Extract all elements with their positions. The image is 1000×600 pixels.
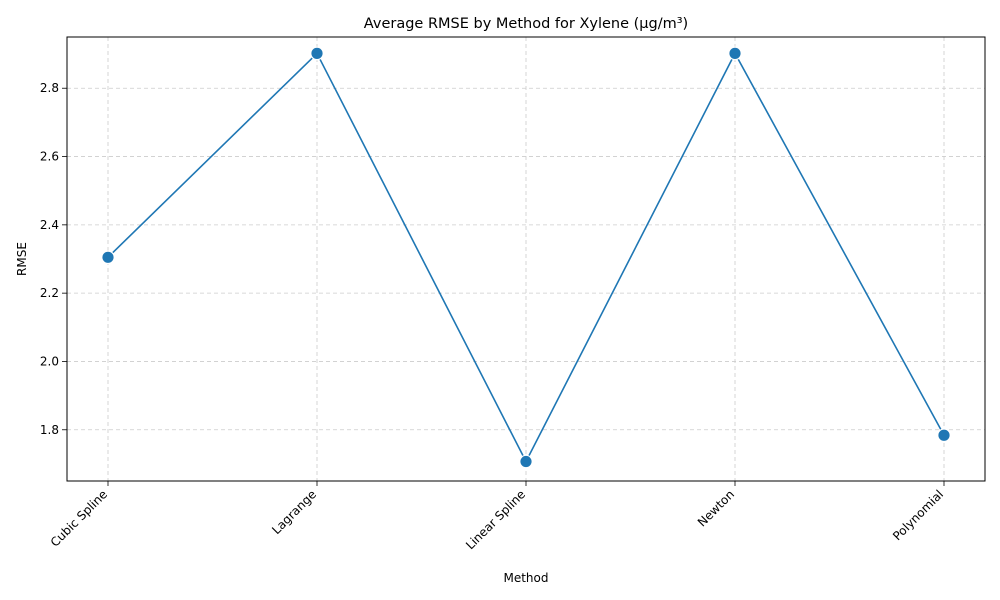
- data-point: [310, 46, 324, 61]
- x-tick-label: Newton: [695, 487, 737, 529]
- x-tick-label: Polynomial: [890, 487, 946, 543]
- chart-title: Average RMSE by Method for Xylene (μg/m³…: [364, 16, 688, 32]
- y-tick-label: 2.8: [40, 81, 59, 95]
- x-axis-title: Method: [503, 571, 548, 585]
- x-tick-label: Lagrange: [269, 487, 319, 537]
- data-point: [937, 428, 951, 443]
- series-layer: [101, 46, 951, 469]
- y-tick-label: 2.0: [40, 354, 59, 368]
- grid-layer: [67, 37, 985, 481]
- y-tick-label: 2.2: [40, 286, 59, 300]
- y-tick-label: 1.8: [40, 423, 59, 437]
- y-axis-title: RMSE: [15, 242, 29, 276]
- data-point: [101, 250, 115, 265]
- data-point: [519, 454, 533, 469]
- x-tick-label: Cubic Spline: [48, 487, 110, 549]
- x-tick-label: Linear Spline: [463, 487, 528, 552]
- data-point: [728, 46, 742, 61]
- y-tick-label: 2.6: [40, 150, 59, 164]
- ticks-layer: Cubic Spline Lagrange Linear Spline Newton P…: [40, 81, 946, 552]
- y-tick-label: 2.4: [40, 218, 59, 232]
